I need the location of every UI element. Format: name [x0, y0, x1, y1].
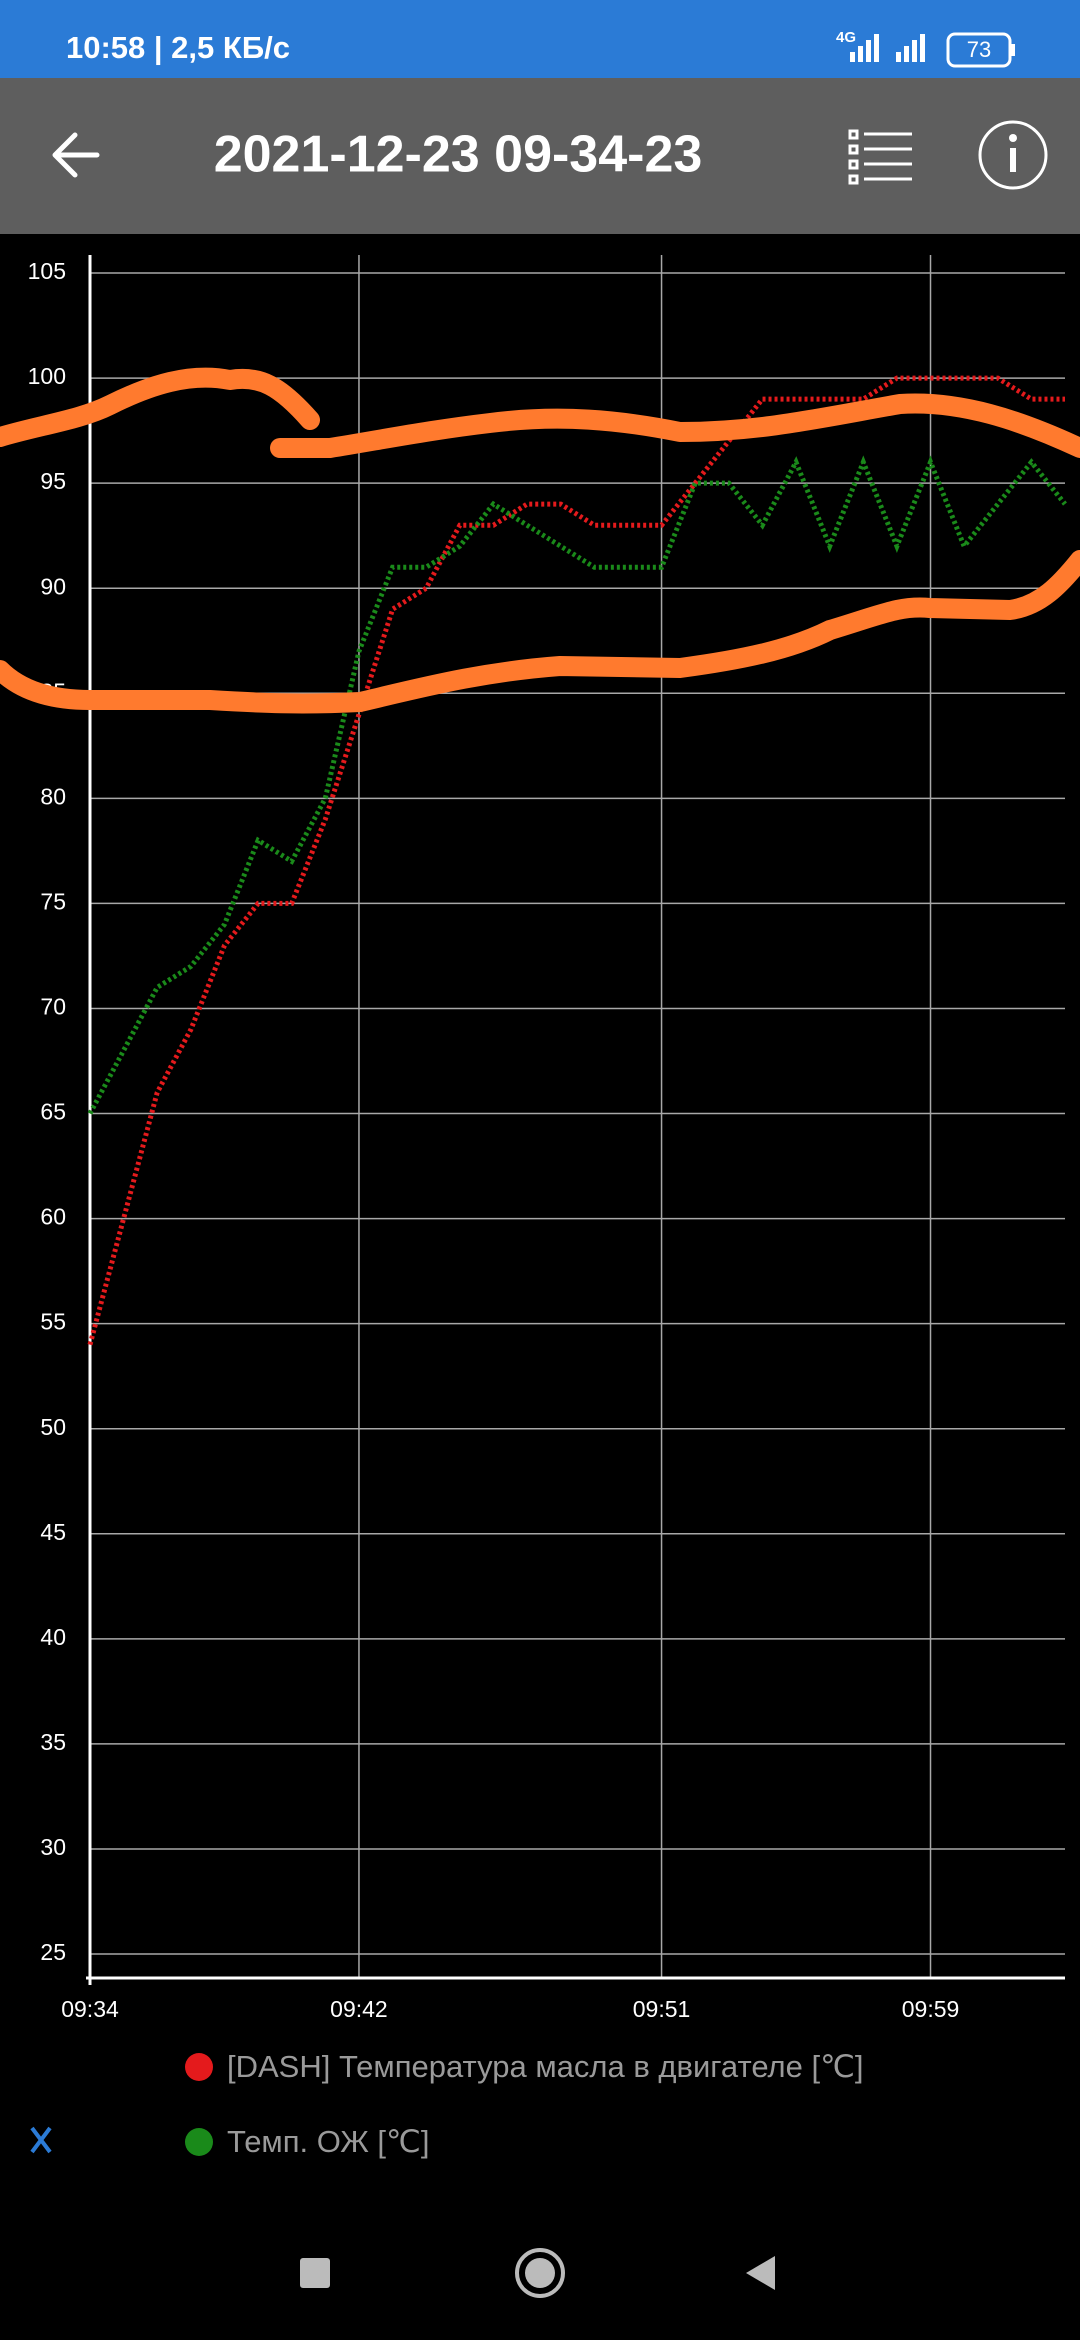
y-tick-label: 90 — [40, 573, 66, 599]
y-tick-label: 25 — [40, 1939, 66, 1965]
status-text: 10:58 | 2,5 КБ/с — [66, 30, 290, 65]
back-nav-button[interactable] — [746, 2256, 775, 2290]
recent-button[interactable] — [300, 2258, 330, 2288]
y-tick-label: 70 — [40, 994, 66, 1020]
signal-icons — [850, 34, 925, 62]
network-type: 4G — [836, 29, 856, 46]
app-title: 2021-12-23 09-34-23 — [214, 126, 703, 184]
y-tick-label: 35 — [40, 1729, 66, 1755]
y-tick-label: 45 — [40, 1519, 66, 1545]
x-tick-label: 09:51 — [633, 1996, 691, 2022]
y-tick-label: 50 — [40, 1414, 66, 1440]
x-tick-label: 09:42 — [330, 1996, 388, 2022]
data-line — [87, 375, 1065, 1346]
nav-bar — [300, 2248, 775, 2298]
annotation-strokes — [0, 367, 1080, 714]
legend-marker — [185, 2128, 213, 2156]
battery-level: 73 — [967, 37, 991, 62]
home-button[interactable] — [515, 2248, 565, 2298]
y-tick-label: 60 — [40, 1204, 66, 1230]
y-tick-label: 95 — [40, 468, 66, 494]
battery — [946, 32, 1012, 68]
battery-tip — [1011, 44, 1015, 56]
x-tick-label: 09:34 — [61, 1996, 119, 2022]
y-tick-label: 30 — [40, 1834, 66, 1860]
list-button[interactable] — [848, 129, 912, 185]
y-tick-label: 55 — [40, 1309, 66, 1335]
status-bar — [0, 0, 1080, 78]
info-button[interactable] — [978, 120, 1048, 190]
back-button[interactable] — [52, 132, 100, 178]
data-line — [87, 455, 1067, 1115]
chart: 25303540455055606570758085909510010509:3… — [28, 255, 1067, 2159]
legend-label: [DASH] Температура масла в двигателе [℃] — [227, 2049, 864, 2084]
y-tick-label: 105 — [28, 258, 66, 284]
y-tick-label: 100 — [28, 363, 66, 389]
x-tick-label: 09:59 — [902, 1996, 960, 2022]
app-bar — [0, 78, 1080, 234]
y-tick-label: 65 — [40, 1099, 66, 1125]
y-tick-label: 75 — [40, 888, 66, 914]
legend-marker — [185, 2053, 213, 2081]
y-tick-label: 80 — [40, 783, 66, 809]
legend-label: Темп. ОЖ [℃] — [227, 2124, 429, 2159]
y-tick-label: 40 — [40, 1624, 66, 1650]
close-icon[interactable] — [30, 2126, 52, 2154]
